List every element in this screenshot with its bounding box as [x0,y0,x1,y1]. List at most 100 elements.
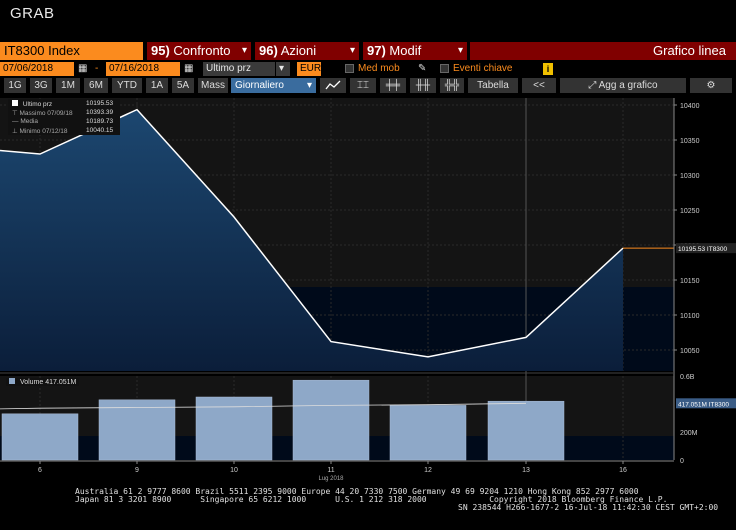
x-tick-label: 6 [38,467,42,474]
legend-avg-value: 10189.73 [86,118,114,125]
price-line [0,108,624,358]
chevron-down-icon: ▾ [457,45,463,56]
volume-y-tick-label: 0.6B [680,374,695,381]
key-events-label: Eventi chiave [453,63,513,74]
chevron-down-icon: ▾ [349,45,355,56]
legend-min-label: ⊥ Minimo 07/12/18 [12,128,68,135]
volume-bar [195,396,273,461]
field-selector[interactable]: Ultimo prz [203,62,275,76]
add-to-chart-button[interactable]: ⤢ Agg a grafico [560,78,686,93]
compare-label: Confronto [173,43,231,58]
bar-chart-icon[interactable]: ╫╫ [410,78,436,93]
legend-max-text: Massimo 07/09/18 [19,110,73,117]
expand-icon: ⤢ [588,80,597,91]
footer-contacts-1: Australia 61 2 9777 8600 Brazil 5511 239… [75,487,639,496]
calendar-icon[interactable]: ▦ [78,63,88,74]
x-axis-sublabel: Lug 2018 [318,476,344,482]
x-tick-label: 10 [230,467,238,474]
footer-contacts-2: Japan 81 3 3201 8900 Singapore 65 6212 1… [75,495,668,504]
x-tick-label: 12 [424,467,432,474]
y-tick-label: 10100 [680,313,700,320]
last-price-tag-bg [676,243,736,254]
range-1g[interactable]: 1G [4,78,26,93]
volume-legend: Volume 417.051M [6,378,80,386]
frequency-label: Giornaliero [235,80,284,91]
gear-icon[interactable]: ⚙ [690,78,732,93]
ticker-field[interactable]: IT8300 Index [0,42,143,60]
volume-bar [487,400,565,461]
date-separator: - [95,63,99,74]
key-events-checkbox[interactable] [440,64,449,73]
last-price-tag: 10195.53 IT8300 [678,246,728,253]
y-tick-label: 10400 [680,103,700,110]
table-button[interactable]: Tabella [468,78,518,93]
range-5a[interactable]: 5A [172,78,194,93]
legend-avg-label: — Media [12,118,39,125]
x-tick-label: 9 [135,467,139,474]
info-icon[interactable]: i [543,63,553,75]
pencil-icon[interactable]: ✎ [418,63,427,74]
line-chart-icon[interactable] [320,78,346,93]
y-tick-label: 10250 [680,208,700,215]
range-1a[interactable]: 1A [146,78,168,93]
end-date-field[interactable]: 07/16/2018 [106,62,180,76]
back-button[interactable]: << [522,78,556,93]
volume-tag-bg [676,398,736,409]
y-tick-label: 10300 [680,173,700,180]
legend-last-value: 10195.53 [86,100,114,107]
x-tick-label: 11 [327,467,334,474]
legend-swatch [12,100,18,106]
range-3g[interactable]: 3G [30,78,52,93]
legend-last: Ultimo prz [12,100,52,108]
x-tick-label: 16 [619,467,627,474]
compare-num: 95) [151,43,170,58]
legend-swatch [9,378,15,384]
chevron-down-icon: ▾ [241,45,247,56]
volume-y-tick-label: 0 [680,458,684,465]
ohlc-icon[interactable]: ╪╪ [380,78,406,93]
calendar-icon[interactable]: ▦ [184,63,194,74]
y-tick-label: 10150 [680,278,700,285]
x-tick-label: 13 [522,467,530,474]
legend-avg-text: Media [20,118,39,125]
compare-button[interactable]: 95) Confronto ▾ [147,42,251,60]
candlestick-icon[interactable]: ⌶⌶ [350,78,376,93]
legend-min-text: Minimo 07/12/18 [19,128,68,135]
y-tick-label: 10050 [680,348,700,355]
range-mass[interactable]: Mass [198,78,228,93]
chart-legend [8,99,120,135]
actions-label: Azioni [280,43,317,58]
volume-bar [292,379,370,461]
edit-label: Modif [389,43,422,58]
volume-bar [389,405,467,461]
legend-max-value: 10393.39 [86,109,114,116]
legend-min-value: 10040.15 [86,127,114,134]
legend-last-label: Ultimo prz [22,101,53,108]
moving-average-label: Med mob [358,63,400,74]
volume-tag: 417.051M IT8300 [678,401,729,408]
start-date-field[interactable]: 07/06/2018 [0,62,74,76]
edit-button[interactable]: 97) Modif ▾ [363,42,467,60]
range-1m[interactable]: 1M [56,78,80,93]
chevron-down-icon[interactable]: ▾ [276,62,290,76]
mountain-icon[interactable]: ╬╬ [440,78,464,93]
range-ytd[interactable]: YTD [112,78,142,93]
footer-session: SN 238544 H266-1677-2 16-Jul-18 11:42:30… [458,503,719,512]
range-6m[interactable]: 6M [84,78,108,93]
y-tick-label: 10350 [680,138,700,145]
legend-max-label: ⊤ Massimo 07/09/18 [12,110,73,117]
add-to-chart-label: Agg a grafico [598,80,658,91]
currency-field[interactable]: EUR [297,62,321,76]
volume-y-tick-label: 200M [680,430,698,437]
edit-num: 97) [367,43,386,58]
volume-legend-label: Volume 417.051M [19,379,77,386]
volume-bar [1,413,79,461]
moving-average-checkbox[interactable] [345,64,354,73]
actions-button[interactable]: 96) Azioni ▾ [255,42,359,60]
frequency-select[interactable]: Giornaliero ▾ [231,78,316,93]
chart-type-title: Grafico linea [470,42,736,60]
price-area [0,109,623,371]
actions-num: 96) [259,43,278,58]
chevron-down-icon: ▾ [306,80,312,91]
price-chart[interactable]: 1005010100101501020010250103001035010400… [0,96,736,488]
